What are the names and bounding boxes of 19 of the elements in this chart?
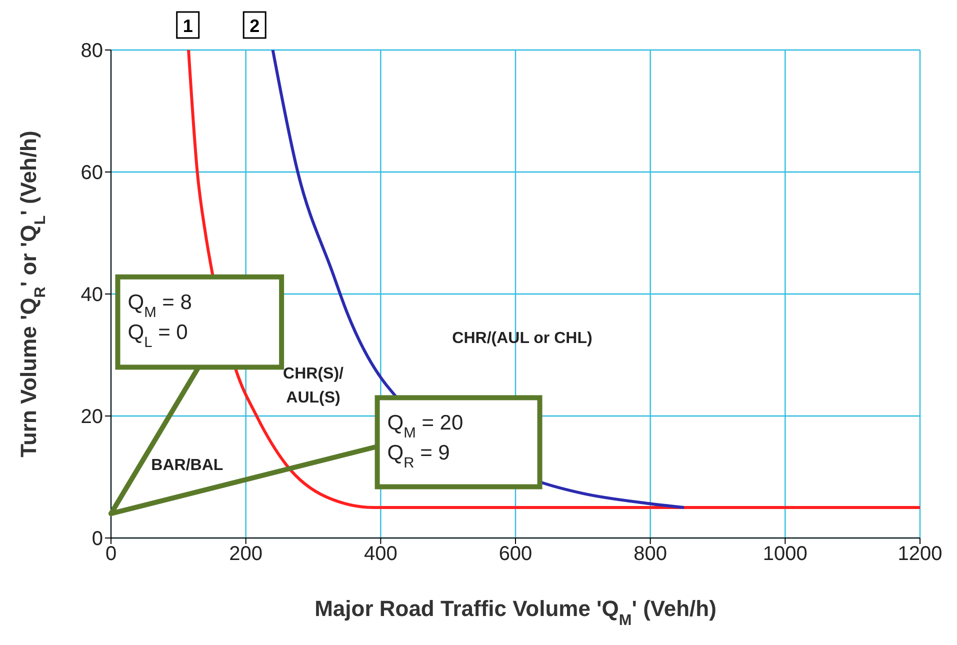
y-tick-label: 60 (80, 162, 103, 184)
x-tick-label: 0 (105, 543, 117, 566)
series-label: 2 (250, 16, 260, 36)
annotation: CHR(S)/ AUL(S) (283, 366, 344, 406)
x-tick-label: 200 (229, 543, 263, 566)
annotation: Q$_{M}$ = 8 Q$_{L}$ = 0 (128, 290, 192, 351)
y-tick-label: 80 (80, 40, 103, 62)
x-tick-label: 1200 (898, 543, 942, 566)
x-tick-label: 600 (498, 543, 532, 566)
y-tick-label: 20 (80, 406, 103, 428)
annotation: Q$_{M}$ = 20 Q$_{R}$ = 9 (387, 412, 464, 472)
x-axis-title: Major Road Traffic Volume 'Q$_{M}$' (Veh/h) (314, 596, 716, 628)
y-tick-label: 40 (80, 284, 103, 306)
x-tick-label: 400 (364, 543, 398, 566)
annotation: BAR/BAL (151, 456, 224, 474)
x-tick-label: 800 (634, 543, 668, 566)
y-tick-label: 0 (92, 528, 103, 550)
series-label: 1 (182, 16, 193, 36)
x-tick-label: 1000 (762, 543, 808, 566)
